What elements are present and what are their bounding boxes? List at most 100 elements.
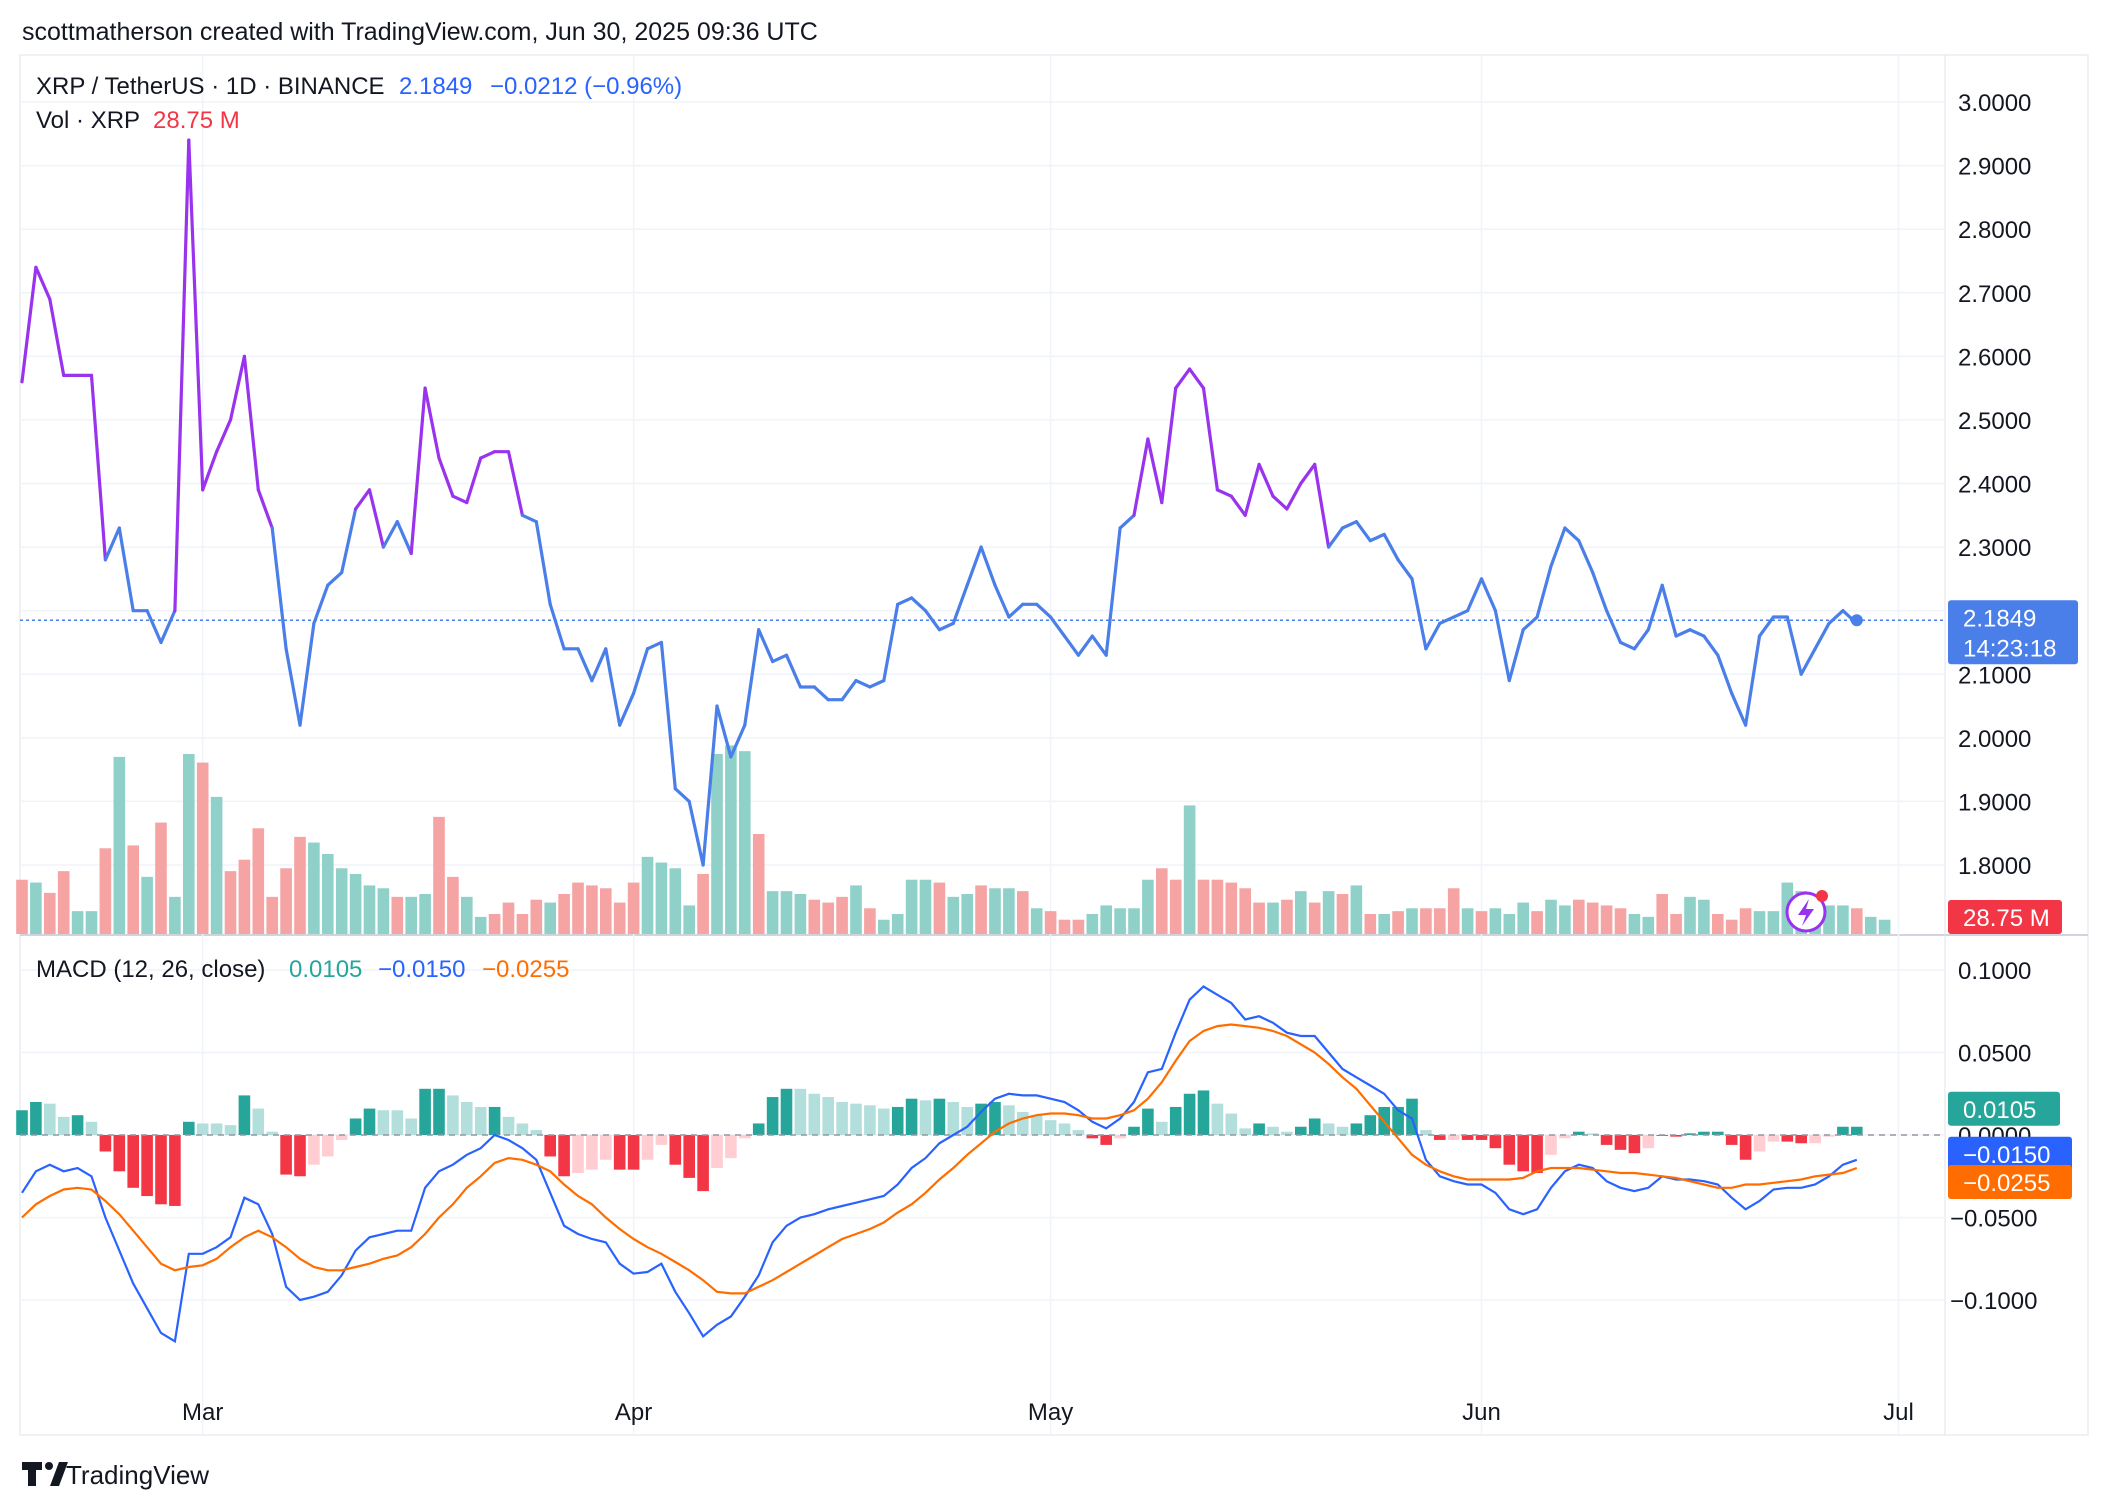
tradingview-logo-icon[interactable] [22, 1462, 68, 1486]
volume-bar [16, 879, 28, 934]
volume-bar [1878, 919, 1891, 934]
macd-hist-bar [1767, 1135, 1780, 1142]
price-line-segment [1577, 539, 1595, 575]
macd-hist-bar [1531, 1135, 1543, 1173]
volume-bar [1281, 899, 1293, 934]
volume-bar [1767, 911, 1780, 934]
price-line-segment [687, 799, 705, 867]
price-tick-label: 1.8000 [1958, 853, 2031, 880]
price-tick-label: 1.9000 [1958, 789, 2031, 816]
price-line-segment [479, 450, 497, 460]
volume-bar [1864, 916, 1877, 934]
price-line-segment [1827, 609, 1845, 625]
price-tick-label: 2.4000 [1958, 472, 2031, 499]
volume-bar [725, 745, 737, 934]
volume-bar [669, 868, 682, 934]
symbol-label[interactable]: XRP / TetherUS · 1D · BINANCE [36, 73, 385, 100]
volume-bar [1684, 896, 1696, 934]
macd-hist-bar [85, 1121, 98, 1135]
price-line-segment [103, 526, 121, 562]
price-line-segment [201, 450, 219, 492]
volume-badge-bg [1948, 900, 2062, 934]
volume-bar [127, 845, 139, 934]
volume-label[interactable]: Vol · XRP [36, 107, 140, 134]
macd-hist-bar [1030, 1115, 1043, 1135]
volume-bar [1169, 879, 1182, 934]
price-line-segment [409, 386, 427, 556]
macd-signal-badge-bg [1948, 1165, 2072, 1199]
price-line-segment [437, 456, 455, 498]
macd-hist-bar [794, 1088, 807, 1135]
macd-hist-bar [1086, 1135, 1099, 1139]
volume-bar [558, 894, 570, 934]
price-line-segment [1563, 526, 1581, 543]
volume-bar [224, 871, 237, 934]
macd-legend-macd: −0.0150 [378, 956, 465, 983]
price-line-segment [1174, 367, 1192, 390]
macd-hist-bar [294, 1135, 306, 1177]
volume-bar [238, 859, 251, 934]
price-line-segment [673, 787, 691, 804]
volume-bar [891, 914, 904, 934]
volume-bar [1670, 914, 1682, 934]
price-legend[interactable]: XRP / TetherUS · 1D · BINANCE 2.1849 −0.… [36, 73, 682, 134]
macd-hist-bar [919, 1100, 932, 1135]
volume-bar [1753, 911, 1766, 934]
volume-bar [252, 828, 265, 934]
volume-bar [766, 891, 779, 934]
lightning-icon[interactable] [1785, 890, 1828, 933]
macd-hist-bar [878, 1108, 890, 1135]
macd-hist-bar [1447, 1135, 1460, 1140]
last-price-dot [1850, 614, 1863, 627]
macd-hist-bar [252, 1108, 265, 1135]
volume-bar [405, 896, 417, 934]
volume-bar [196, 762, 209, 934]
macd-hist-bar [1100, 1135, 1112, 1145]
price-line-segment [1090, 634, 1108, 657]
price-line-segment [367, 488, 385, 549]
volume-bar [1559, 905, 1571, 934]
price-line-segment [812, 685, 830, 702]
volume-bar [933, 882, 946, 934]
price-line-segment [854, 679, 872, 689]
footer-brand[interactable]: TradingView [66, 1460, 209, 1490]
volume-bar [1044, 911, 1057, 934]
volume-bar [947, 896, 960, 934]
macd-hist-bar [1058, 1123, 1071, 1135]
volume-bar [919, 879, 932, 934]
macd-hist-bar [1017, 1111, 1029, 1135]
time-tick-label: Jun [1462, 1399, 1501, 1426]
price-line-segment [1604, 609, 1623, 645]
time-tick-label: May [1028, 1399, 1073, 1426]
price-line-segment [1507, 628, 1525, 683]
volume-bar [44, 892, 56, 934]
macd-hist-bar [1545, 1135, 1557, 1155]
price-line-segment [1243, 462, 1261, 517]
macd-hist-bar [697, 1135, 709, 1192]
price-line-segment [1549, 526, 1567, 568]
price-line-segment [1730, 691, 1748, 727]
volume-bar [266, 896, 278, 934]
macd-hist-bar [1586, 1133, 1599, 1135]
price-tick-label: 2.3000 [1958, 535, 2031, 562]
macd-legend[interactable]: MACD (12, 26, close) 0.0105 −0.0150 −0.0… [36, 956, 569, 983]
price-line-segment [1076, 634, 1094, 657]
volume-bar [1698, 899, 1710, 934]
price-line-segment [117, 526, 135, 613]
price-line-segment [48, 297, 66, 378]
volume-bar [113, 756, 126, 934]
macd-hist-bar [1364, 1115, 1377, 1135]
macd-hist-bar [1434, 1135, 1446, 1140]
volume-bar [1295, 891, 1307, 934]
volume-bar [655, 862, 668, 934]
volume-bar [1656, 894, 1668, 934]
volume-bar [613, 902, 626, 934]
macd-hist-bar [433, 1088, 445, 1135]
macd-hist-bar [1809, 1135, 1821, 1144]
volume-bar [1823, 905, 1835, 934]
macd-hist-bar [947, 1102, 960, 1135]
macd-hist-bar [71, 1115, 84, 1135]
price-line-segment [604, 647, 622, 727]
volume-bar [905, 879, 918, 934]
macd-label[interactable]: MACD (12, 26, close) [36, 956, 265, 983]
